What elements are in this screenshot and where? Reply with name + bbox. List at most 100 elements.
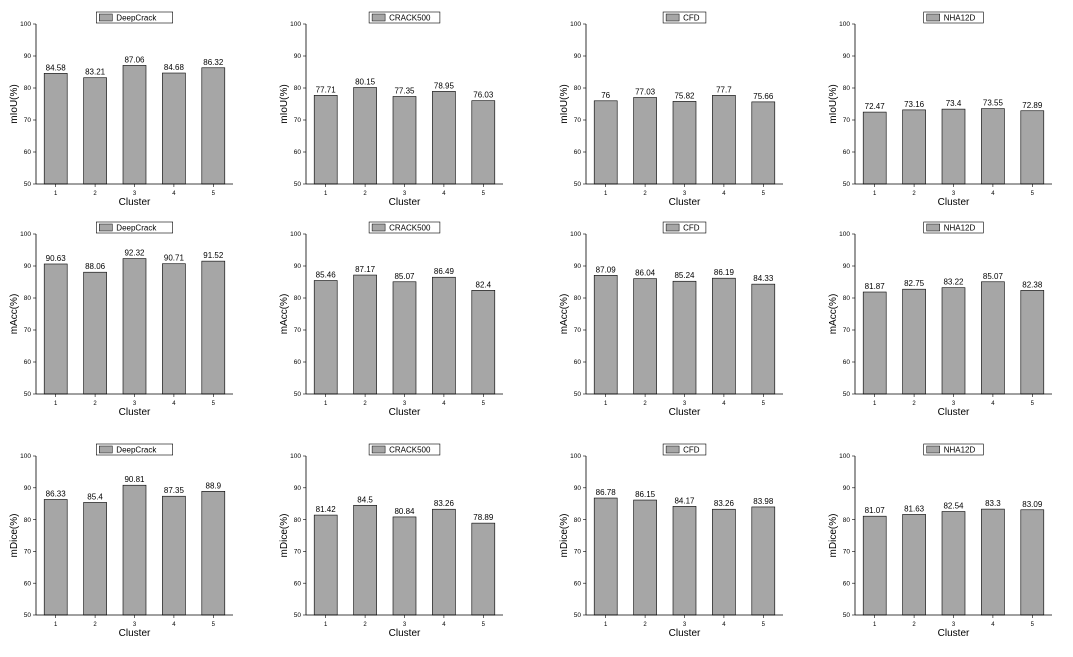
bar <box>593 100 618 185</box>
data-label: 83.3 <box>985 499 1001 508</box>
bar <box>902 109 926 185</box>
bar <box>471 100 496 185</box>
x-tick-label: 2 <box>363 401 367 407</box>
chart-panel: DeepCrack 86.33 1 85.4 2 90.81 3 87.35 4 88.9 5 50 6… <box>9 443 233 639</box>
data-label: 90.81 <box>124 475 145 484</box>
y-axis-title: mDice(%) <box>279 514 290 558</box>
data-label: 85.07 <box>394 272 415 281</box>
data-label: 82.54 <box>943 502 964 511</box>
bar <box>941 108 966 185</box>
data-label: 82.4 <box>476 280 492 289</box>
legend-swatch <box>665 445 680 454</box>
data-label: 81.42 <box>316 505 337 514</box>
x-tick-label: 2 <box>912 622 916 628</box>
y-tick-label: 80 <box>294 85 302 92</box>
data-label: 80.15 <box>355 78 376 87</box>
legend-swatch <box>371 445 386 454</box>
y-axis-title: mAcc(%) <box>279 294 290 335</box>
y-tick-label: 50 <box>574 181 582 188</box>
y-tick-label: 70 <box>294 117 302 124</box>
y-tick-label: 60 <box>294 580 302 587</box>
data-label: 86.04 <box>635 269 656 278</box>
bar <box>672 101 697 185</box>
y-tick-label: 80 <box>574 85 582 92</box>
data-label: 87.17 <box>355 265 376 274</box>
x-tick-label: 3 <box>403 401 407 407</box>
data-label: 77.03 <box>635 88 656 97</box>
x-axis-title: Cluster <box>938 197 970 208</box>
y-tick-label: 50 <box>574 612 582 619</box>
y-tick-label: 80 <box>24 295 32 302</box>
data-label: 90.63 <box>46 254 67 263</box>
chart-panel: CFD 87.09 1 86.04 2 85.24 3 86.19 4 84.33 5 50 60 70 8… <box>559 221 783 418</box>
x-tick-label: 5 <box>1031 191 1035 197</box>
bar <box>712 277 736 395</box>
legend-box <box>923 221 984 234</box>
data-label: 73.55 <box>983 99 1004 108</box>
x-tick-label: 2 <box>912 191 916 197</box>
data-label: 72.47 <box>865 102 886 111</box>
x-tick-label: 1 <box>324 622 328 628</box>
data-label: 84.5 <box>357 495 373 504</box>
bar <box>902 514 926 616</box>
x-axis-title: Cluster <box>389 197 421 208</box>
y-tick-label: 90 <box>843 485 851 492</box>
x-tick-label: 1 <box>324 191 328 197</box>
x-tick-label: 3 <box>952 191 956 197</box>
y-axis-title: mIoU(%) <box>279 84 290 123</box>
bar <box>751 506 776 616</box>
y-tick-label: 50 <box>843 181 851 188</box>
x-axis-title: Cluster <box>938 628 970 639</box>
y-tick-label: 100 <box>570 21 581 28</box>
bar <box>392 96 417 185</box>
y-tick-label: 60 <box>843 359 851 366</box>
legend-box <box>368 11 441 24</box>
data-label: 88.9 <box>206 481 222 490</box>
x-tick-label: 1 <box>873 622 877 628</box>
y-tick-label: 60 <box>574 580 582 587</box>
legend-box <box>368 443 441 456</box>
x-tick-label: 5 <box>482 191 486 197</box>
legend-label: DeepCrack <box>116 446 157 455</box>
legend-box <box>368 221 441 234</box>
bar <box>633 97 657 185</box>
legend-swatch <box>99 445 113 454</box>
data-label: 72.89 <box>1022 101 1043 110</box>
y-tick-label: 50 <box>574 391 582 398</box>
y-tick-label: 70 <box>843 327 851 334</box>
data-label: 91.52 <box>203 251 224 260</box>
data-label: 85.07 <box>983 272 1004 281</box>
x-tick-label: 4 <box>991 401 995 407</box>
bar <box>313 280 338 395</box>
x-tick-label: 2 <box>912 401 916 407</box>
y-axis-title: mAcc(%) <box>9 294 20 335</box>
data-label: 76 <box>601 91 610 100</box>
x-tick-label: 4 <box>442 401 446 407</box>
data-label: 83.21 <box>85 68 106 77</box>
x-tick-label: 3 <box>403 191 407 197</box>
legend-box <box>923 443 984 456</box>
y-tick-label: 70 <box>574 549 582 556</box>
bar <box>162 495 186 616</box>
legend-label: NHA12D <box>944 446 976 455</box>
legend-label: CRACK500 <box>389 224 431 233</box>
data-label: 90.71 <box>164 254 185 263</box>
y-tick-label: 90 <box>294 263 302 270</box>
data-label: 83.26 <box>714 499 735 508</box>
legend-swatch <box>371 223 386 232</box>
y-tick-label: 90 <box>24 263 32 270</box>
y-tick-label: 60 <box>24 149 32 156</box>
x-tick-label: 1 <box>604 401 608 407</box>
legend-label: NHA12D <box>944 14 976 23</box>
legend-label: CRACK500 <box>389 446 431 455</box>
bar <box>1020 110 1045 185</box>
legend-label: CRACK500 <box>389 14 431 23</box>
bar <box>201 490 226 616</box>
x-tick-label: 5 <box>762 622 766 628</box>
x-tick-label: 4 <box>722 191 726 197</box>
data-label: 92.32 <box>124 249 145 258</box>
bar <box>981 508 1005 616</box>
y-tick-label: 70 <box>843 117 851 124</box>
x-tick-label: 3 <box>952 401 956 407</box>
data-label: 78.89 <box>473 513 494 522</box>
